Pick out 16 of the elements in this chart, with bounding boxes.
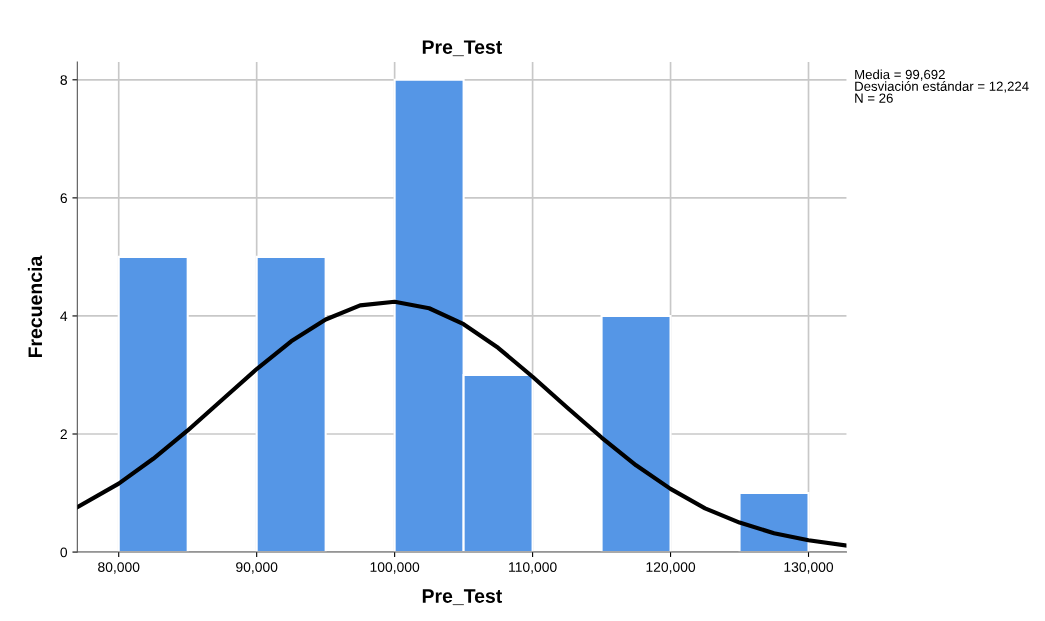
x-tick-label: 130,000 — [784, 562, 834, 574]
y-tick-label: 0 — [60, 547, 68, 558]
y-tick-label: 8 — [60, 75, 67, 85]
x-tick-label: 90,000 — [236, 562, 278, 574]
y-axis-title: Frecuencia — [27, 255, 43, 358]
chart-title: Pre_Test — [422, 40, 503, 57]
text: Media = 99,692 Desviación estándar = 12,224 N = 26 — [855, 69, 1029, 103]
x-tick-label: 120,000 — [646, 562, 696, 574]
x-tick-label: 110,000 — [509, 562, 557, 574]
x-tick-label: 100,000 — [370, 562, 420, 574]
y-tick-label: 4 — [60, 311, 68, 321]
line-series — [77, 299, 847, 548]
x-axis-title: Pre_Test — [422, 589, 503, 606]
y-tick-label: 2 — [60, 429, 67, 440]
x-tick-label: 80,000 — [98, 562, 140, 574]
y-tick-label: 6 — [60, 193, 67, 204]
